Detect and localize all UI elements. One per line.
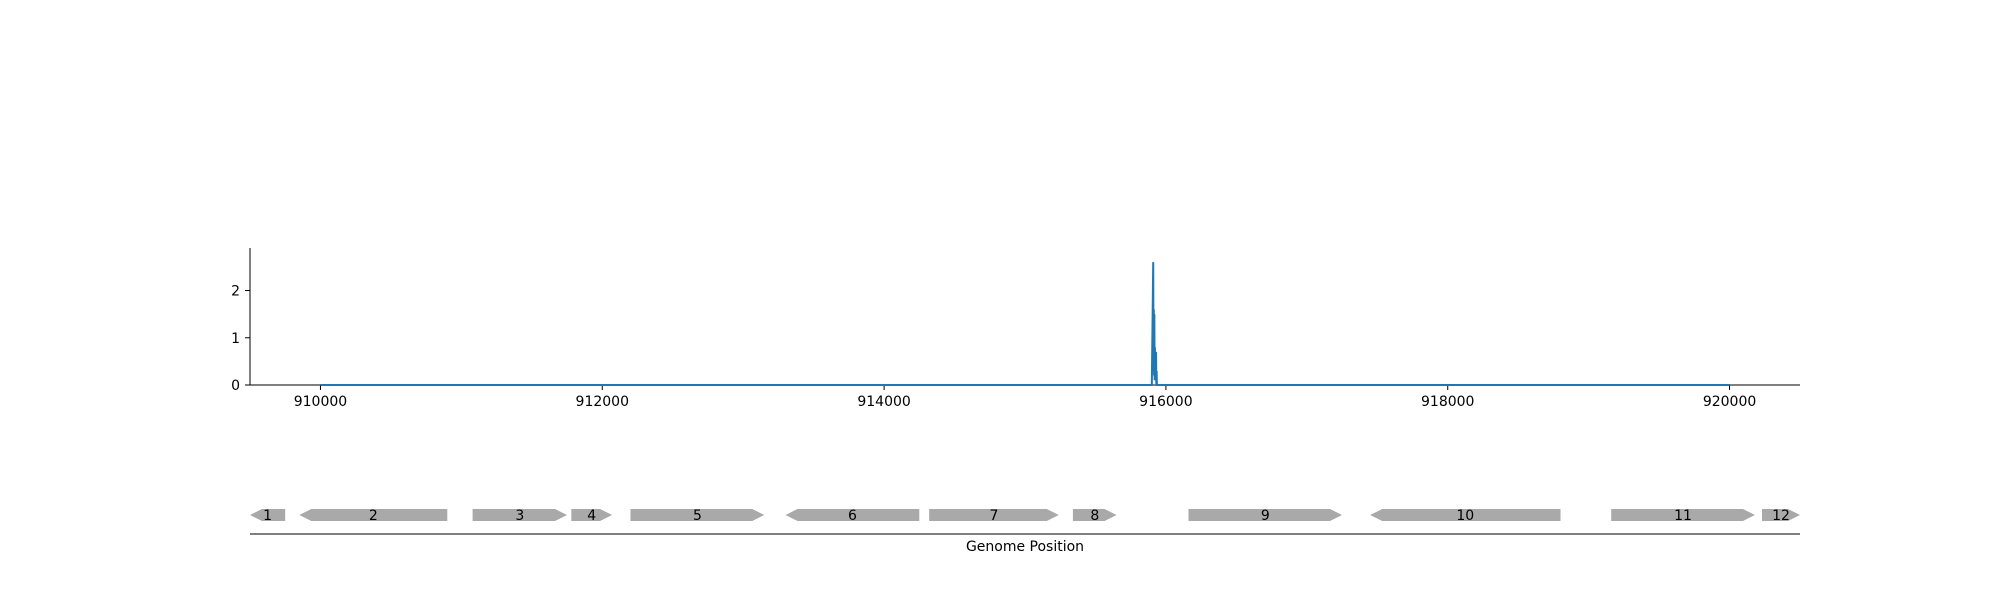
gene-label: 6 [848,508,857,524]
y-tick-label: 2 [231,284,240,300]
gene-arrow [299,509,448,521]
gene-arrow [929,509,1059,521]
gene-label: 5 [693,508,702,524]
gene-arrow [571,509,613,521]
gene-arrow [1188,509,1342,521]
gene-label: 8 [1090,508,1099,524]
x-tick-label: 912000 [576,394,629,410]
x-tick-label: 920000 [1703,394,1756,410]
plot-series [320,262,1730,386]
y-tick-label: 1 [231,331,240,347]
gene-label: 4 [587,508,596,524]
coverage-line [320,262,1730,386]
y-tick-label: 0 [231,378,240,394]
gene-label: 7 [990,508,999,524]
x-tick-label: 916000 [1139,394,1192,410]
gene-arrow [250,509,286,521]
gene-label: 3 [515,508,524,524]
x-tick-label: 918000 [1421,394,1474,410]
x-tick-label: 910000 [294,394,347,410]
gene-arrow [1072,509,1117,521]
gene-arrow [472,509,567,521]
gene-arrow [1370,509,1561,521]
gene-arrow [785,509,920,521]
gene-label: 10 [1456,508,1474,524]
gene-label: 9 [1261,508,1270,524]
gene-arrow [1611,509,1755,521]
gene-label: 11 [1674,508,1692,524]
x-tick-label: 914000 [857,394,910,410]
gene-label: 2 [369,508,378,524]
x-axis-title: Genome Position [966,539,1084,555]
gene-track: 1 2 3 4 5 6 7 8 9 10 11 12 [250,508,1800,535]
gene-label: 1 [263,508,272,524]
gene-arrow [1762,509,1800,521]
gene-arrow [630,509,765,521]
gene-label: 12 [1772,508,1790,524]
